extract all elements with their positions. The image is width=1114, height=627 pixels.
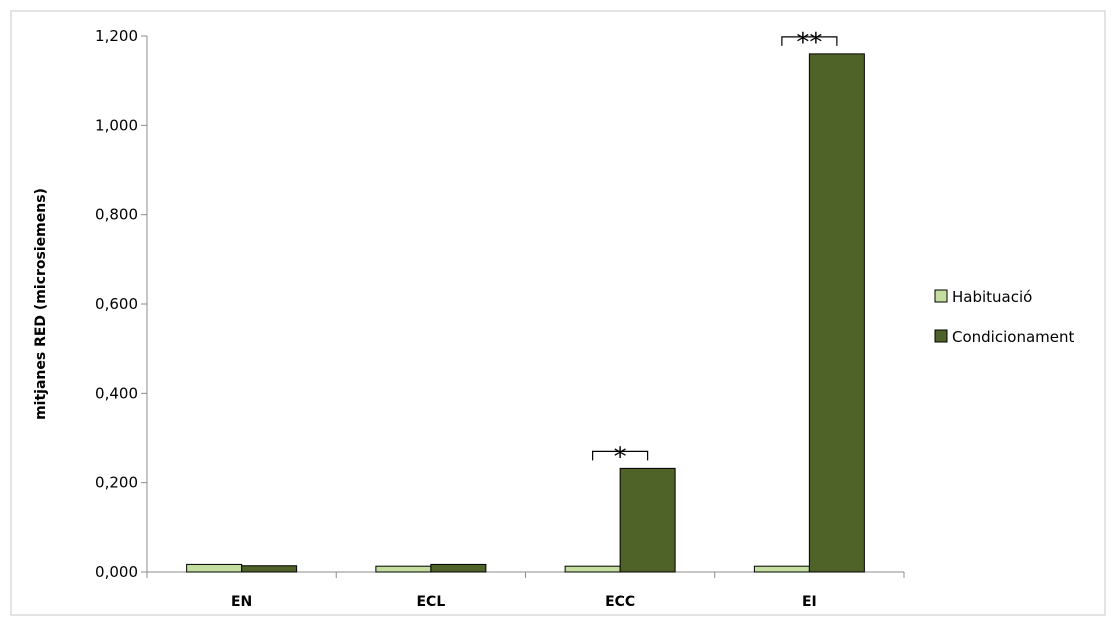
x-tick-label: ECL bbox=[416, 594, 445, 610]
bar-condicionament-en bbox=[241, 565, 298, 573]
legend-label: Condicionament bbox=[952, 328, 1074, 346]
legend: Habituació Condicionament bbox=[934, 288, 1074, 346]
bar-condicionament-ecc bbox=[619, 467, 676, 573]
bar-condicionament-ei bbox=[808, 53, 865, 573]
chart-border bbox=[10, 10, 1106, 616]
x-tick-label: EN bbox=[231, 594, 252, 610]
y-tick-label: 0,400 bbox=[95, 384, 138, 402]
y-axis: 0,000 0,200 0,400 0,600 0,800 1,000 1,200 bbox=[95, 27, 148, 581]
significance-marker: * bbox=[614, 442, 627, 472]
y-tick-label: 1,200 bbox=[95, 27, 138, 45]
significance-marker: ** bbox=[796, 28, 822, 58]
bar-habituació-ecc bbox=[564, 565, 621, 573]
significance-bracket bbox=[592, 450, 649, 461]
bars-group bbox=[186, 53, 865, 573]
legend-swatch bbox=[934, 289, 948, 303]
y-tick-label: 0,000 bbox=[95, 563, 138, 581]
y-tick-label: 0,200 bbox=[95, 474, 138, 492]
legend-swatch bbox=[934, 329, 948, 343]
x-tick-label: ECC bbox=[605, 594, 635, 610]
significance-annotations: *** bbox=[592, 28, 838, 472]
y-axis-title: mitjanes RED (microsiemens) bbox=[33, 188, 49, 420]
bar-habituació-ecl bbox=[375, 565, 432, 573]
bar-habituació-ei bbox=[753, 565, 810, 573]
bar-condicionament-ecl bbox=[430, 563, 487, 573]
significance-bracket bbox=[781, 36, 838, 46]
y-tick-label: 1,000 bbox=[95, 116, 138, 134]
y-tick-label: 0,600 bbox=[95, 295, 138, 313]
legend-label: Habituació bbox=[952, 288, 1032, 306]
y-tick-label: 0,800 bbox=[95, 206, 138, 224]
x-tick-label: EI bbox=[802, 594, 817, 610]
bar-habituació-en bbox=[186, 563, 243, 573]
